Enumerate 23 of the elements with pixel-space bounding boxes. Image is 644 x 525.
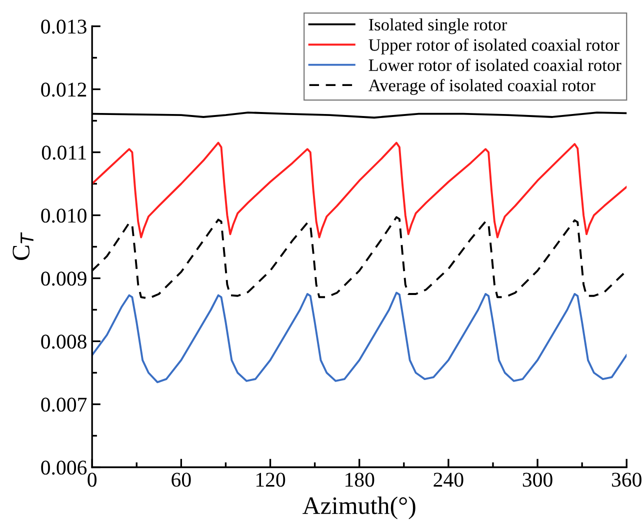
x-axis-title: Azimuth(°) (302, 496, 416, 520)
y-tick-label: 0.009 (41, 272, 86, 286)
legend-label: Average of isolated coaxial rotor (368, 78, 596, 95)
legend-label: Lower rotor of isolated coaxial rotor (368, 58, 622, 72)
legend-label: Isolated single rotor (368, 18, 508, 34)
y-tick-label: 0.011 (42, 146, 86, 160)
x-tick-label: 360 (612, 472, 642, 487)
y-tick-label: 0.012 (41, 82, 86, 97)
x-tick-label: 240 (434, 472, 464, 487)
y-tick-label: 0.013 (41, 20, 86, 34)
x-tick-label: 0 (88, 472, 97, 487)
y-axis-title: C$_{T}$ (12, 232, 34, 260)
legend-label: Upper rotor of isolated coaxial rotor (368, 38, 620, 54)
line-series (92, 142, 627, 238)
x-tick-label: 300 (522, 472, 552, 487)
x-tick-label: 60 (172, 472, 191, 487)
line-series (92, 292, 627, 384)
y-tick-label: 0.006 (41, 460, 87, 475)
x-tick-label: 120 (256, 472, 286, 487)
y-tick-label: 0.010 (41, 208, 86, 223)
y-tick-label: 0.007 (41, 398, 87, 412)
y-tick-label: 0.008 (41, 334, 86, 349)
x-tick-label: 180 (346, 472, 374, 487)
